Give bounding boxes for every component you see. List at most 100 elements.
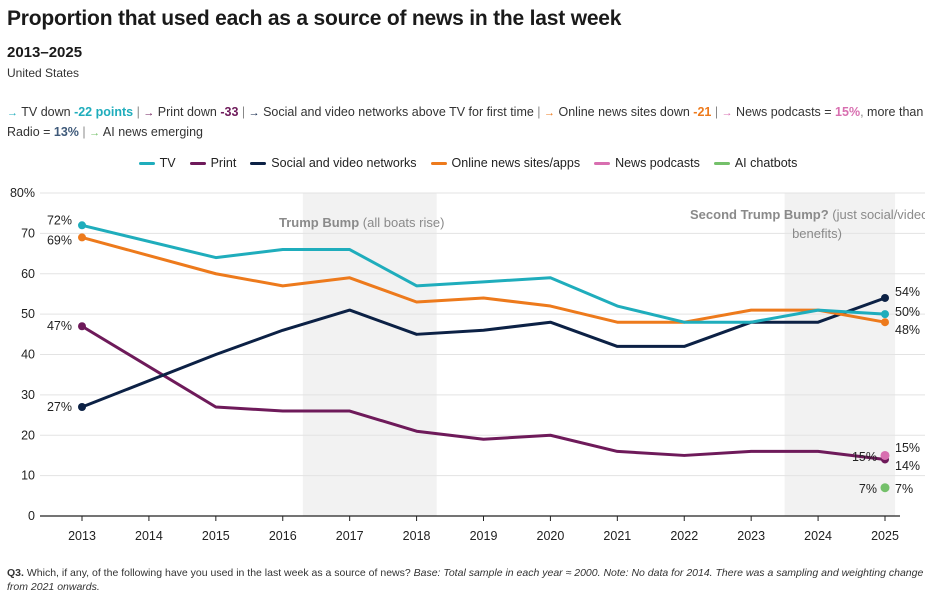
summary-item-highlight: -22 points bbox=[74, 105, 134, 119]
start-data-label: 47% bbox=[47, 319, 72, 333]
summary-separator: | bbox=[133, 105, 144, 119]
footnote-question-number: Q3. bbox=[7, 567, 24, 579]
x-tick-label: 2021 bbox=[603, 529, 631, 543]
legend-item: TV bbox=[138, 156, 176, 170]
series-point-ai-chatbots bbox=[880, 483, 890, 493]
chart-subtitle: 2013–2025 bbox=[7, 44, 83, 61]
series-line-tv bbox=[80, 223, 887, 324]
summary-item-highlight: 13% bbox=[53, 125, 79, 139]
x-tick-label: 2018 bbox=[403, 529, 431, 543]
legend-item: Print bbox=[189, 156, 237, 170]
annotation-second-trump-bump-line2: benefits) bbox=[792, 226, 842, 241]
legend-label: News podcasts bbox=[615, 156, 700, 170]
ai-left-data-label: 7% bbox=[859, 482, 877, 496]
end-data-label: 14% bbox=[895, 459, 920, 473]
summary-item-highlight: 15% bbox=[835, 105, 861, 119]
x-tick-label: 2015 bbox=[202, 529, 230, 543]
y-tick-label: 60 bbox=[21, 267, 35, 281]
y-tick-label: 80% bbox=[10, 186, 35, 200]
end-data-label: 54% bbox=[895, 285, 920, 299]
y-tick-label: 0 bbox=[28, 509, 35, 523]
series-end-point bbox=[881, 310, 889, 319]
y-tick-label: 40 bbox=[21, 348, 35, 362]
legend-item: Online news sites/apps bbox=[430, 156, 581, 170]
arrow-icon: → bbox=[143, 107, 155, 119]
legend-label: Online news sites/apps bbox=[451, 156, 581, 170]
chart-title: Proportion that used each as a source of… bbox=[7, 7, 622, 30]
legend-item: AI chatbots bbox=[713, 156, 798, 170]
series-line-online-news-sites-apps bbox=[80, 235, 887, 324]
end-data-label: 15% bbox=[895, 441, 920, 455]
summary-separator: | bbox=[711, 105, 722, 119]
start-data-label: 27% bbox=[47, 400, 72, 414]
y-tick-label: 10 bbox=[21, 469, 35, 483]
legend-label: Print bbox=[210, 156, 237, 170]
summary-item-text: Online news sites down bbox=[555, 105, 694, 119]
summary-item-text: Social and video networks above TV for f… bbox=[259, 105, 534, 119]
x-tick-label: 2025 bbox=[871, 529, 899, 543]
end-data-label: 50% bbox=[895, 305, 920, 319]
series-line-print bbox=[80, 324, 887, 461]
legend-label: TV bbox=[159, 156, 176, 170]
series-end-point bbox=[881, 318, 889, 327]
series-start-point bbox=[78, 221, 86, 230]
summary-separator: | bbox=[238, 105, 249, 119]
x-tick-label: 2014 bbox=[135, 529, 163, 543]
summary-separator: | bbox=[78, 125, 90, 139]
end-data-label: 48% bbox=[895, 323, 920, 337]
series-point-news-podcasts bbox=[880, 450, 890, 460]
start-data-label: 72% bbox=[47, 213, 72, 227]
legend-swatch-icon bbox=[138, 161, 155, 165]
annotation-trump-bump: Trump Bump (all boats rise) bbox=[279, 215, 444, 230]
legend: TV Print Social and video networks Online n… bbox=[0, 156, 936, 170]
x-tick-label: 2013 bbox=[68, 529, 96, 543]
legend-item: News podcasts bbox=[594, 156, 700, 170]
series-line-social-and-video-networks bbox=[80, 296, 887, 409]
y-tick-label: 50 bbox=[21, 307, 35, 321]
summary-separator: , bbox=[860, 105, 868, 119]
summary-item-highlight: -33 bbox=[220, 105, 239, 119]
arrow-icon: → bbox=[544, 107, 556, 119]
annotation-second-trump-bump: Second Trump Bump? (just social/video bbox=[690, 207, 928, 222]
x-tick-label: 2022 bbox=[670, 529, 698, 543]
legend-swatch-icon bbox=[430, 161, 447, 165]
legend-swatch-icon bbox=[189, 161, 206, 165]
summary-text: → TV down -22 points | → Print down -33 … bbox=[7, 103, 927, 143]
y-tick-label: 70 bbox=[21, 226, 35, 240]
footnote: Q3. Which, if any, of the following have… bbox=[7, 566, 927, 594]
legend-item: Social and video networks bbox=[250, 156, 417, 170]
series-start-point bbox=[78, 402, 86, 411]
summary-item-highlight: -21 bbox=[693, 105, 712, 119]
series-end-point bbox=[881, 293, 889, 302]
x-tick-label: 2024 bbox=[804, 529, 832, 543]
y-tick-label: 20 bbox=[21, 428, 35, 442]
line-chart: 0 10 20 30 40 50 60 70 80% 2013 2014 2015 2016 2017 20… bbox=[10, 186, 928, 543]
start-data-label: 69% bbox=[47, 233, 72, 247]
legend-swatch-icon bbox=[713, 161, 730, 165]
footnote-question: Which, if any, of the following have you… bbox=[23, 567, 414, 579]
arrow-icon: → bbox=[7, 107, 18, 119]
summary-item-text: TV down bbox=[18, 105, 75, 119]
x-tick-label: 2020 bbox=[537, 529, 565, 543]
series-start-point bbox=[78, 322, 86, 331]
x-tick-label: 2023 bbox=[737, 529, 765, 543]
summary-item-text: Print down bbox=[154, 105, 221, 119]
summary-item-text: AI news emerging bbox=[100, 125, 203, 139]
legend-swatch-icon bbox=[250, 161, 267, 165]
podcast-left-data-label: 15% bbox=[852, 450, 877, 464]
summary-item-text: News podcasts = bbox=[732, 105, 836, 119]
summary-item-text: more than Radio = bbox=[7, 105, 924, 139]
region-label: United States bbox=[7, 66, 80, 80]
x-tick-label: 2016 bbox=[269, 529, 297, 543]
x-tick-label: 2017 bbox=[336, 529, 364, 543]
arrow-icon: → bbox=[89, 127, 101, 139]
arrow-icon: → bbox=[721, 107, 733, 119]
legend-label: AI chatbots bbox=[734, 156, 798, 170]
x-tick-label: 2019 bbox=[470, 529, 498, 543]
y-tick-label: 30 bbox=[21, 388, 35, 402]
legend-swatch-icon bbox=[594, 161, 611, 165]
series-start-point bbox=[78, 233, 86, 242]
footnote-note: Base: Total sample in each year ≈ 2000. … bbox=[7, 567, 924, 593]
arrow-icon: → bbox=[248, 107, 260, 119]
end-data-label: 7% bbox=[895, 482, 913, 496]
